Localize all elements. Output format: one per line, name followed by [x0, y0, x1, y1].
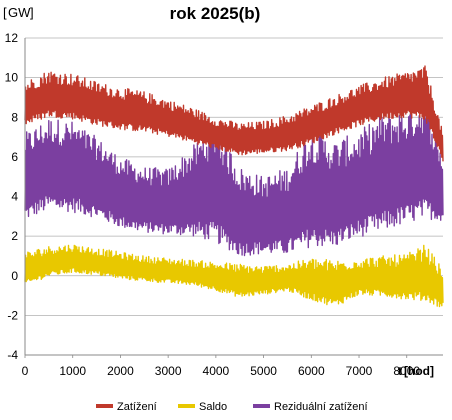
- series-line: [24, 244, 444, 308]
- svg-text:]: ]: [30, 5, 34, 20]
- y-tick-labels: -4 -2 0 2 4 6 8 10 12: [5, 31, 19, 362]
- x-tick-labels: 0 1000 2000 3000 4000 5000 6000 7000 8000: [22, 355, 420, 378]
- y-tick-label: -2: [7, 308, 18, 322]
- y-axis-unit: [ GW ]: [3, 5, 34, 20]
- legend-label: Saldo: [199, 401, 227, 413]
- y-tick-label: 0: [11, 269, 18, 283]
- svg-text:[: [: [3, 5, 7, 20]
- y-tick-label: 4: [11, 190, 18, 204]
- y-tick-label: 12: [5, 31, 19, 45]
- y-tick-label: 10: [5, 71, 19, 85]
- y-tick-label: 6: [11, 150, 18, 164]
- x-tick-label: 8000: [393, 364, 420, 378]
- x-tick-label: 7000: [346, 364, 373, 378]
- x-tick-label: 6000: [298, 364, 325, 378]
- legend-label: Zatížení: [117, 401, 157, 413]
- x-tick-label: 3000: [155, 364, 182, 378]
- series-line: [24, 65, 444, 162]
- x-axis-title: t [hod]: [398, 364, 434, 378]
- series-area: [24, 65, 444, 308]
- legend: Zatížení Saldo Reziduální zatížení: [96, 401, 368, 413]
- y-tick-label: 2: [11, 229, 18, 243]
- x-axis-unit: [hod]: [404, 364, 434, 378]
- x-axis-label: t: [398, 364, 402, 378]
- x-tick-label: 4000: [203, 364, 230, 378]
- series-line: [24, 103, 444, 257]
- x-tick-label: 5000: [250, 364, 277, 378]
- x-tick-label: 2000: [107, 364, 134, 378]
- legend-label: Reziduální zatížení: [274, 401, 368, 413]
- x-tick-label: 1000: [59, 364, 86, 378]
- y-tick-label: 8: [11, 110, 18, 124]
- y-tick-label: -4: [7, 348, 18, 362]
- chart-title: rok 2025(b): [170, 4, 261, 23]
- y-axis-label: GW: [8, 5, 31, 20]
- x-tick-label: 0: [22, 364, 29, 378]
